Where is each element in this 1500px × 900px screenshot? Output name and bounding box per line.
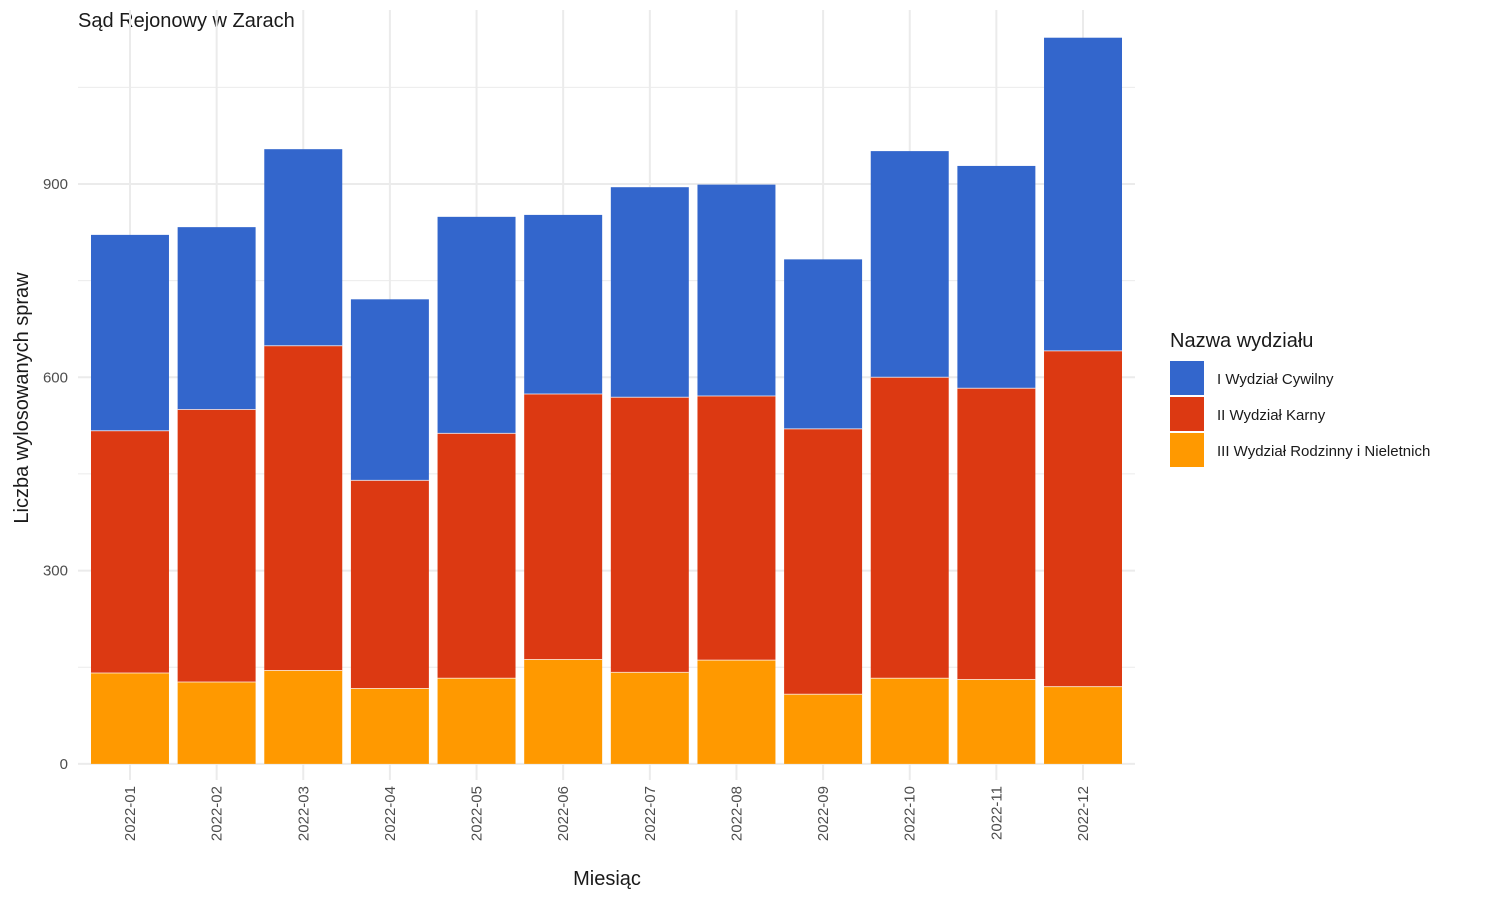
bar-segment <box>1044 686 1123 764</box>
x-tick-label: 2022-02 <box>209 786 226 841</box>
bar-segment <box>610 397 689 673</box>
legend-label: III Wydział Rodzinny i Nieletnich <box>1217 443 1430 460</box>
legend-title: Nazwa wydziału <box>1170 330 1313 352</box>
bar-segment <box>610 187 689 398</box>
x-tick-label: 2022-11 <box>988 786 1005 840</box>
x-tick-label: 2022-06 <box>555 786 572 841</box>
bar-segment <box>177 227 256 410</box>
legend-swatch <box>1170 433 1204 467</box>
bar-segment <box>784 259 863 429</box>
bar-segment <box>697 395 776 661</box>
x-tick-label: 2022-07 <box>642 786 659 841</box>
x-tick-label: 2022-08 <box>728 786 745 841</box>
bar-segment <box>90 234 169 431</box>
bar-segment <box>524 214 603 395</box>
bar-segment <box>177 409 256 683</box>
x-tick-label: 2022-09 <box>815 786 832 841</box>
legend: Nazwa wydziału I Wydział Cywilny II Wydzi… <box>1170 330 1430 467</box>
bar-segment <box>957 388 1036 680</box>
chart-title: Sąd Rejonowy w Zarach <box>78 10 295 32</box>
y-tick-label: 0 <box>60 756 68 773</box>
legend-items: I Wydział Cywilny II Wydział Karny III Wyd… <box>1170 361 1430 467</box>
bar-segment <box>350 480 429 689</box>
x-axis-ticks: 2022-01 2022-02 2022-03 2022-04 2022-05 2022-… <box>122 786 1092 841</box>
bar-segment <box>870 678 949 764</box>
bar-segment <box>437 216 516 434</box>
bar-segment <box>957 679 1036 764</box>
bar-segment <box>350 299 429 481</box>
bar-segment <box>697 184 776 396</box>
bar-segment <box>1044 350 1123 687</box>
bar-segment <box>264 345 343 671</box>
bar-segment <box>350 688 429 764</box>
bar-segment <box>177 682 256 764</box>
bar-layer <box>90 37 1123 764</box>
x-axis-title: Miesiąc <box>573 868 641 890</box>
x-tick-label: 2022-04 <box>382 786 399 841</box>
bar-segment <box>870 377 949 679</box>
bar-segment <box>90 673 169 764</box>
bar-segment <box>784 694 863 764</box>
bar-segment <box>437 433 516 679</box>
y-axis-title: Liczba wylosowanych spraw <box>11 272 33 524</box>
bar-segment <box>957 165 1036 389</box>
bar-segment <box>697 660 776 764</box>
bar-segment <box>610 672 689 764</box>
x-tick-label: 2022-01 <box>122 786 139 841</box>
y-axis-ticks: 0 300 600 900 <box>43 176 68 773</box>
x-tick-label: 2022-10 <box>902 786 919 841</box>
legend-label: I Wydział Cywilny <box>1217 371 1334 388</box>
bar-segment <box>784 428 863 695</box>
x-tick-label: 2022-05 <box>469 786 486 841</box>
bar-segment <box>264 149 343 346</box>
legend-swatch <box>1170 361 1204 395</box>
y-tick-label: 900 <box>43 176 68 193</box>
bar-segment <box>437 678 516 764</box>
legend-label: II Wydział Karny <box>1217 407 1326 424</box>
bar-segment <box>524 394 603 660</box>
y-tick-label: 300 <box>43 563 68 580</box>
legend-swatch <box>1170 397 1204 431</box>
bar-segment <box>1044 37 1123 351</box>
bar-segment <box>90 430 169 674</box>
bar-segment <box>870 151 949 378</box>
y-tick-label: 600 <box>43 369 68 386</box>
x-tick-label: 2022-03 <box>295 786 312 841</box>
bar-segment <box>524 659 603 764</box>
bar-segment <box>264 670 343 764</box>
x-tick-label: 2022-12 <box>1075 786 1092 841</box>
